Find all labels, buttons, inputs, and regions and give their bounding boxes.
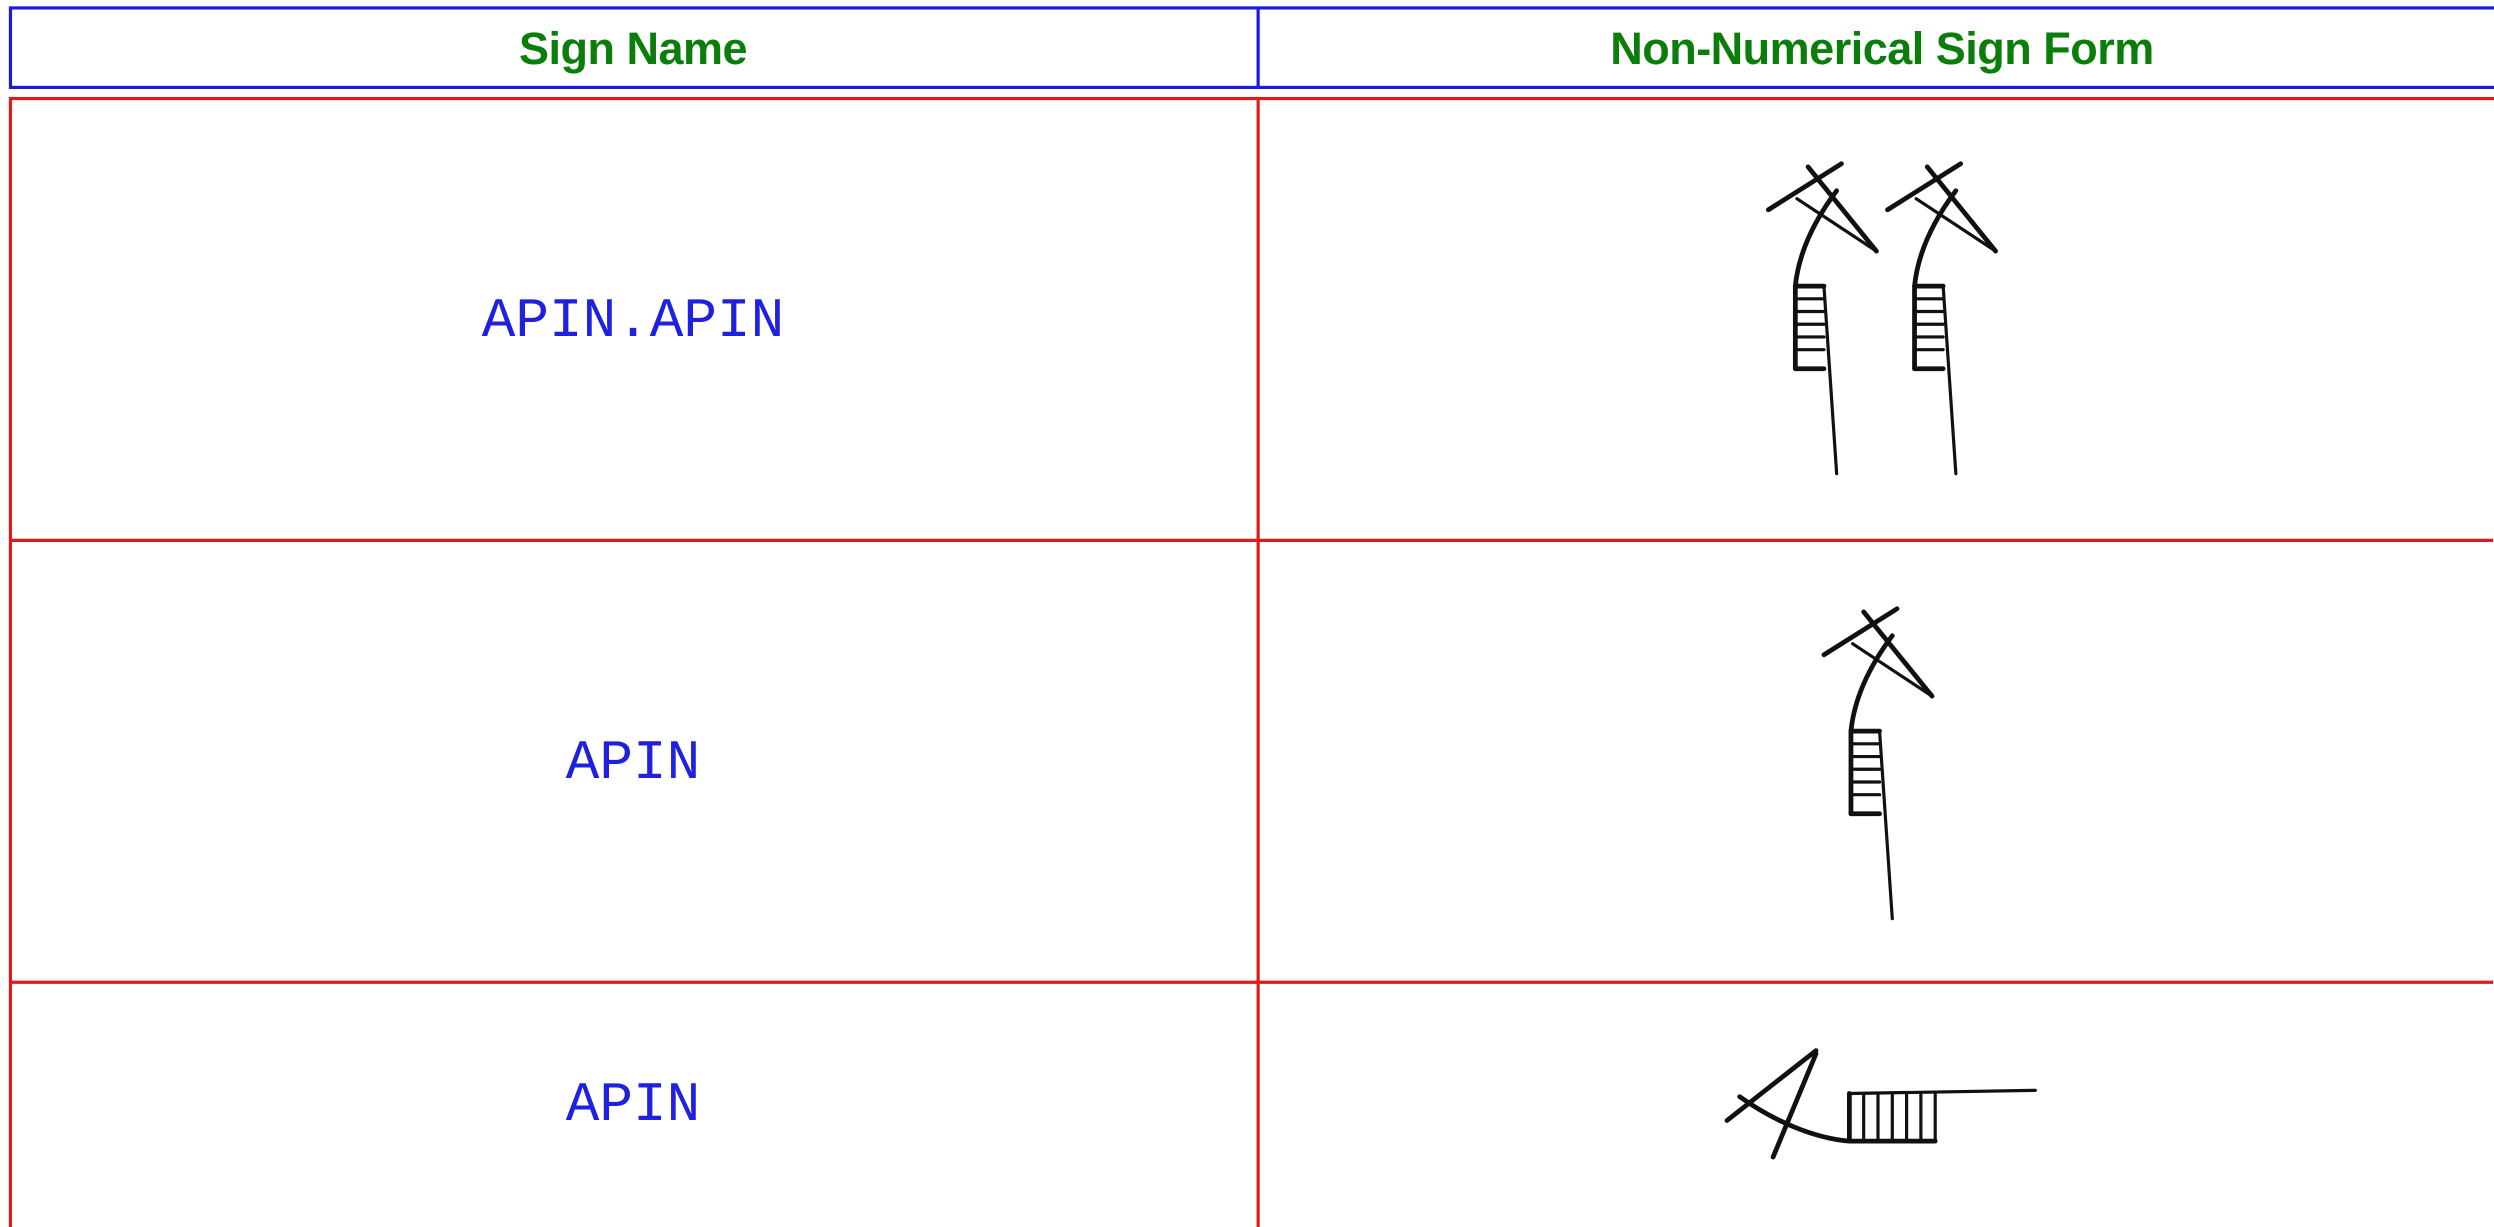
body-border <box>8 96 2494 1227</box>
sign-name: APIN.APIN <box>481 289 785 353</box>
sign-name: APIN <box>565 1073 701 1137</box>
sign-glyph <box>1768 164 1876 474</box>
sign-glyph <box>1824 609 1932 919</box>
sign-glyph <box>1724 1048 2037 1160</box>
header-cell: Non-Numerical Sign Form <box>1610 23 2154 74</box>
header-cell: Sign Name <box>518 23 748 74</box>
sign-glyph <box>1888 164 1996 474</box>
sign-name: APIN <box>565 731 701 795</box>
